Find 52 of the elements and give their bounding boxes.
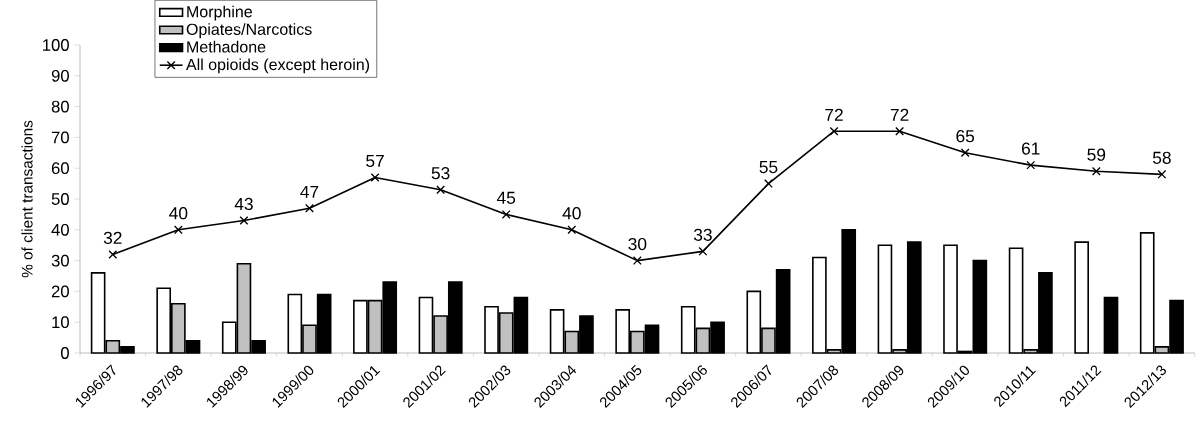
data-label: 72 <box>890 108 909 121</box>
bar <box>1074 241 1089 354</box>
point <box>239 216 249 226</box>
data-label: 58 <box>1152 151 1171 164</box>
point <box>173 225 183 235</box>
y-tick-label: 30 <box>51 254 69 267</box>
point <box>1091 166 1101 176</box>
point <box>960 148 970 158</box>
data-label: 57 <box>366 154 384 167</box>
data-label: 65 <box>956 130 975 143</box>
bar <box>1103 296 1119 354</box>
point <box>370 173 380 182</box>
point <box>567 225 577 235</box>
data-label: 40 <box>169 207 188 220</box>
data-label: 32 <box>103 231 122 244</box>
data-label: 53 <box>431 167 450 180</box>
y-tick-label: 100 <box>43 39 69 51</box>
data-label: 59 <box>1087 148 1106 161</box>
y-tick-label: 70 <box>51 131 69 144</box>
data-label: 72 <box>825 108 843 121</box>
point <box>436 185 446 195</box>
point <box>698 246 708 256</box>
legend-label: Methadone <box>187 40 266 53</box>
data-label: 47 <box>300 185 319 198</box>
point <box>632 256 642 266</box>
y-tick-label: 80 <box>51 100 69 113</box>
data-label: 55 <box>759 161 778 174</box>
legend-label: All opioids (except heroin) <box>186 58 370 74</box>
y-tick-label: 10 <box>52 316 69 329</box>
point <box>108 250 118 259</box>
data-label: 30 <box>628 237 647 251</box>
data-label: 43 <box>234 197 253 211</box>
legend-label: Opiates/Narcotics <box>186 23 312 39</box>
data-label: 45 <box>496 191 516 204</box>
point <box>895 126 905 136</box>
y-axis-title: % of client transactions <box>21 120 33 278</box>
point <box>764 179 773 189</box>
point <box>1157 169 1167 179</box>
y-tick-label: 40 <box>51 223 69 236</box>
point <box>829 126 839 136</box>
point <box>501 209 511 219</box>
y-tick-label: 20 <box>51 285 69 298</box>
y-tick-label: 0 <box>60 347 69 359</box>
point <box>1026 160 1036 170</box>
point <box>305 203 314 213</box>
y-tick-label: 60 <box>51 162 69 175</box>
y-tick-label: 50 <box>51 193 69 205</box>
data-label: 33 <box>693 228 712 241</box>
legend-label: Morphine <box>187 5 252 21</box>
data-label: 40 <box>562 207 581 220</box>
y-tick-label: 90 <box>51 69 69 82</box>
data-label: 61 <box>1021 142 1040 155</box>
